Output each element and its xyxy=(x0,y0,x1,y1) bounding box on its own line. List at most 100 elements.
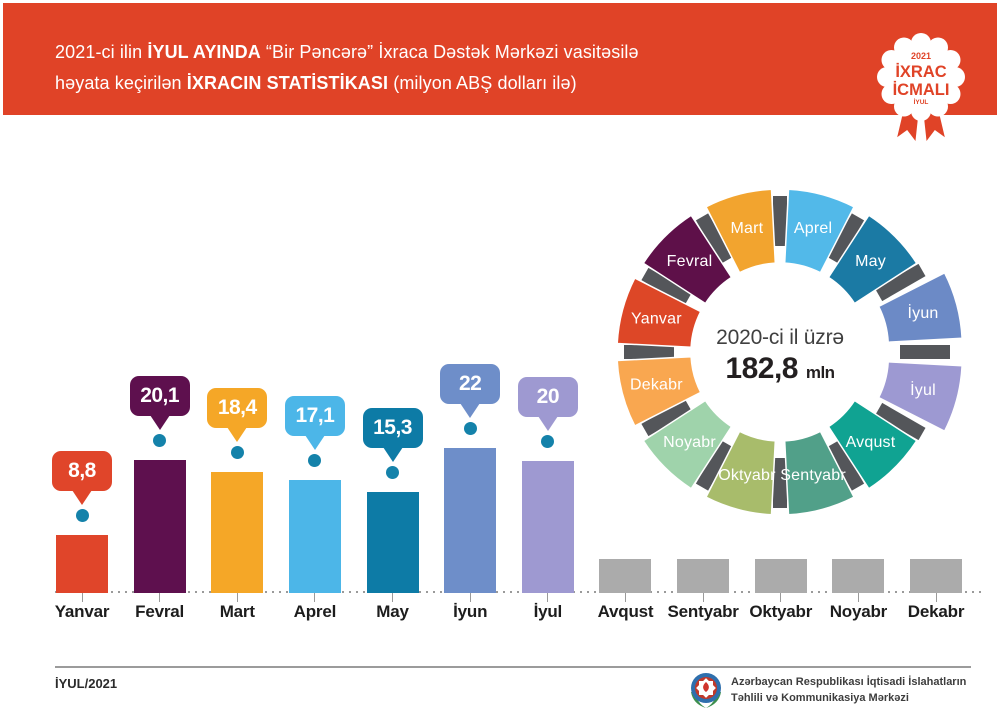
month-label: May xyxy=(376,602,409,621)
donut-segment-yanvar xyxy=(616,276,702,349)
value-bubble: 8,8 xyxy=(52,450,112,491)
donut-segment-i̇yul xyxy=(877,361,963,433)
bar-may xyxy=(366,492,419,593)
value-bubble-tail xyxy=(382,447,403,463)
header-banner: 2021-ci ilin İYUL AYINDA “Bir Pəncərə” İ… xyxy=(3,3,997,115)
donut-separator xyxy=(641,398,692,437)
donut-label: Avqust xyxy=(846,434,896,451)
donut-separator xyxy=(826,440,865,491)
badge-year: 2021 xyxy=(911,51,931,61)
value-bubble-tail xyxy=(72,489,92,505)
donut-separator xyxy=(826,213,865,264)
axis-tick xyxy=(392,591,394,602)
axis-tick xyxy=(236,591,238,602)
value-bubble-tail xyxy=(537,416,558,431)
footer-organization: Azərbaycan Respublikası İqtisadi İslahat… xyxy=(731,674,966,706)
badge-title-2: İCMALI xyxy=(893,81,950,99)
footer-org-line-2: Təhlili və Kommunikasiya Mərkəzi xyxy=(731,692,909,704)
month-label: Fevral xyxy=(135,602,185,621)
value-bubble: 17,1 xyxy=(284,396,345,437)
header-line-2: həyata keçirilən İXRACIN STATİSTİKASI (m… xyxy=(55,73,577,93)
value-bubble-tail xyxy=(149,415,170,431)
donut-separator xyxy=(695,440,734,491)
month-label: Oktyabr xyxy=(749,602,813,621)
donut-segment-fevral xyxy=(642,214,733,305)
value-dot xyxy=(153,434,167,448)
bar-oktyabr xyxy=(754,559,807,593)
axis-tick xyxy=(469,591,471,602)
donut-separator xyxy=(773,196,787,246)
donut-label: Sentyabr xyxy=(780,467,846,484)
axis-tick xyxy=(159,591,161,602)
footer-divider xyxy=(55,666,971,668)
donut-label: Oktyabr xyxy=(718,467,776,484)
axis-tick xyxy=(702,591,704,602)
value-bubble: 20 xyxy=(517,377,578,417)
badge-title-1: İXRAC xyxy=(895,63,946,81)
donut-separator xyxy=(695,213,734,264)
bar-avqust xyxy=(599,559,652,593)
value-dot xyxy=(463,421,477,435)
donut-segment-i̇yun xyxy=(877,271,963,343)
badge-rosette: 2021 İXRAC İCMALI İYUL xyxy=(877,33,965,121)
bar-aprel xyxy=(288,480,341,593)
donut-label: May xyxy=(855,253,886,270)
month-label: Avqust xyxy=(597,602,654,621)
donut-separator xyxy=(773,458,787,508)
donut-chart: Aprel May İyun İyul AvqustSentyabrOktyabrNoy… xyxy=(616,188,963,516)
donut-separator xyxy=(624,345,674,359)
donut-center-value: 182,8 mln xyxy=(725,352,835,385)
value-bubble: 22 xyxy=(440,363,501,404)
donut-segment-oktyabr xyxy=(704,430,777,516)
donut-label: İyun xyxy=(907,303,938,322)
bar-dekabr xyxy=(910,559,963,593)
donut-label: Yanvar xyxy=(631,310,682,327)
bar-i̇yun xyxy=(444,447,497,593)
bar-noyabr xyxy=(832,559,885,593)
donut-label: İyul xyxy=(910,380,936,399)
month-label: Yanvar xyxy=(54,602,110,621)
month-label: İyul xyxy=(533,602,563,621)
header-line-1: 2021-ci ilin İYUL AYINDA “Bir Pəncərə” İ… xyxy=(55,42,639,62)
value-bubble-tail xyxy=(227,426,248,442)
value-bubble-tail xyxy=(304,435,325,451)
value-dot xyxy=(308,454,322,468)
badge-month: İYUL xyxy=(914,98,929,106)
value-dot xyxy=(230,445,244,459)
donut-segment-may xyxy=(827,214,918,305)
donut-separator xyxy=(900,345,950,359)
donut-segment-sentyabr xyxy=(783,430,856,516)
bar-yanvar xyxy=(56,534,108,593)
donut-label: Noyabr xyxy=(663,434,716,451)
donut-segment-noyabr xyxy=(642,399,733,490)
state-emblem-icon xyxy=(691,673,721,708)
x-axis-baseline xyxy=(55,591,985,593)
year-badge: 2021 İXRAC İCMALI İYUL xyxy=(877,33,965,145)
month-label: Dekabr xyxy=(907,602,965,621)
donut-label: Aprel xyxy=(794,220,832,237)
donut-segment-avqust xyxy=(827,399,918,490)
footer-org-line-1: Azərbaycan Respublikası İqtisadi İslahat… xyxy=(731,676,967,688)
donut-label: Mart xyxy=(730,220,763,237)
axis-tick xyxy=(857,591,859,602)
axis-tick xyxy=(81,591,83,602)
donut-separator xyxy=(875,263,926,302)
value-dot xyxy=(75,508,89,522)
donut-segment-aprel xyxy=(783,188,856,274)
month-label: Sentyabr xyxy=(667,602,739,621)
donut-label: Dekabr xyxy=(630,377,683,394)
bar-fevral xyxy=(133,460,186,593)
axis-tick xyxy=(547,591,549,602)
axis-tick xyxy=(624,591,626,602)
value-dot xyxy=(386,466,400,480)
bar-sentyabr xyxy=(677,559,730,593)
month-label: Aprel xyxy=(293,602,337,621)
donut-label: Fevral xyxy=(667,253,713,270)
bar-mart xyxy=(211,471,264,593)
month-label: Mart xyxy=(219,602,255,621)
value-bubble: 18,4 xyxy=(207,387,268,428)
value-bubble: 15,3 xyxy=(362,408,423,449)
donut-segment-mart xyxy=(704,188,777,274)
axis-tick xyxy=(935,591,937,602)
